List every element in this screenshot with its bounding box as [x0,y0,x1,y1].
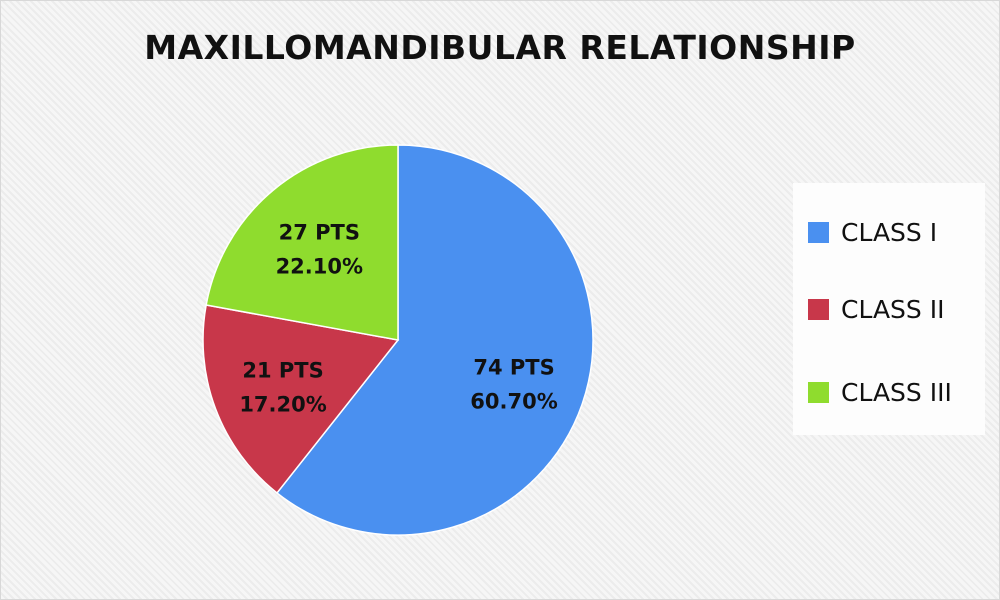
data-label-percent: 17.20% [239,392,326,416]
data-label-count: 21 PTS [242,358,323,382]
legend-item-class-ii: CLASS II [808,295,945,324]
pie-slice-class-iii [205,144,399,341]
pie-slice-class-ii [202,304,400,494]
legend-label: CLASS I [841,218,938,247]
legend: CLASS I CLASS II CLASS III [793,183,985,435]
legend-label: CLASS III [841,378,952,407]
legend-item-class-iii: CLASS III [808,378,952,407]
legend-swatch-class-i [808,222,829,243]
data-label-count: 74 PTS [473,355,554,379]
data-label-percent: 22.10% [276,255,363,279]
legend-swatch-class-ii [808,299,829,320]
legend-label: CLASS II [841,295,945,324]
data-label: 21 PTS 17.20% [239,358,326,416]
pie-slice-class-i [275,144,594,536]
legend-swatch-class-iii [808,382,829,403]
chart-title: MAXILLOMANDIBULAR RELATIONSHIP [144,28,856,67]
data-label: 74 PTS 60.70% [470,355,557,413]
legend-item-class-i: CLASS I [808,218,937,247]
data-label: 27 PTS 22.10% [276,221,363,279]
data-label-count: 27 PTS [279,221,360,245]
data-label-percent: 60.70% [470,389,557,413]
